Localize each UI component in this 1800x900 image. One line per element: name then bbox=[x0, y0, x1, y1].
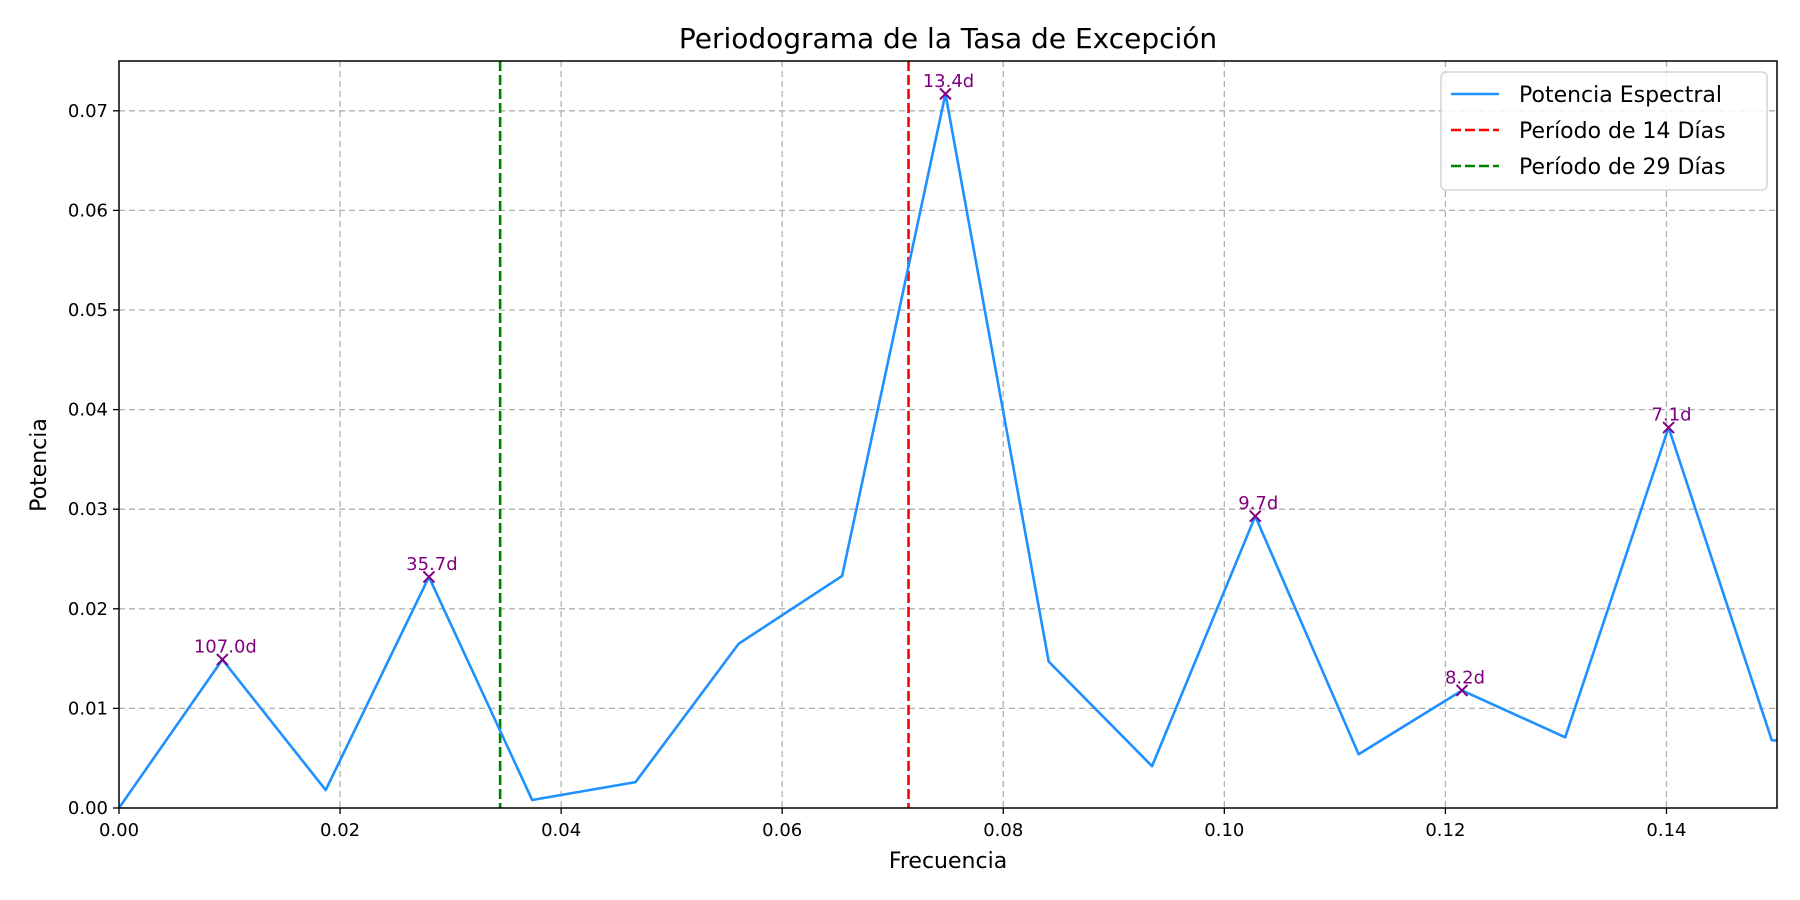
legend-label: Período de 14 Días bbox=[1519, 119, 1726, 144]
peak-label: 13.4d bbox=[923, 71, 975, 92]
peak-label: 8.2d bbox=[1445, 667, 1485, 688]
y-tick-label: 0.03 bbox=[68, 499, 108, 520]
x-tick-label: 0.08 bbox=[983, 820, 1023, 841]
y-tick-label: 0.00 bbox=[68, 798, 108, 819]
y-tick-label: 0.05 bbox=[68, 300, 108, 321]
x-tick-label: 0.00 bbox=[99, 820, 139, 841]
legend-box bbox=[1440, 71, 1768, 191]
y-tick-label: 0.02 bbox=[68, 599, 108, 620]
peak-marker bbox=[1662, 421, 1675, 434]
peak-marker bbox=[1455, 684, 1469, 697]
peak-label: 107.0d bbox=[194, 637, 257, 658]
plot-frame bbox=[118, 60, 1778, 809]
peak-label: 35.7d bbox=[406, 554, 458, 575]
y-axis-title: Potencia bbox=[27, 418, 52, 512]
peak-markers: 107.0d 35.7d 13.4d 9.7d 8.2d 7.1d bbox=[194, 71, 1692, 697]
y-tick-label: 0.01 bbox=[68, 698, 108, 719]
x-tick-label: 0.12 bbox=[1425, 820, 1465, 841]
y-tick-label: 0.07 bbox=[68, 101, 108, 122]
x-tick-label: 0.04 bbox=[541, 820, 581, 841]
series-line-1 bbox=[119, 92, 1777, 808]
x-axis-title: Frecuencia bbox=[889, 849, 1007, 874]
peak-marker bbox=[216, 653, 229, 666]
reference-lines bbox=[498, 61, 910, 808]
tick-layer: 0.00 0.02 0.04 0.06 0.08 0.10 0.12 0.14 0.00 0.01… bbox=[68, 101, 1687, 841]
peak-label: 9.7d bbox=[1238, 493, 1278, 514]
legend: Potencia Espectral Período de 14 Días Perí… bbox=[1440, 71, 1768, 191]
chart-title: Periodograma de la Tasa de Excepción bbox=[679, 22, 1217, 55]
peak-marker bbox=[939, 87, 952, 101]
peak-marker bbox=[1249, 509, 1262, 523]
x-tick-label: 0.06 bbox=[762, 820, 802, 841]
x-tick-label: 0.10 bbox=[1204, 820, 1244, 841]
legend-label: Potencia Espectral bbox=[1519, 83, 1722, 108]
y-tick-label: 0.04 bbox=[68, 400, 108, 421]
peak-marker bbox=[422, 570, 436, 584]
series-layer bbox=[119, 92, 1777, 808]
x-tick-label: 0.14 bbox=[1646, 820, 1686, 841]
x-tick-label: 0.02 bbox=[320, 820, 360, 841]
peak-label: 7.1d bbox=[1652, 405, 1692, 426]
legend-label: Período de 29 Días bbox=[1519, 155, 1726, 180]
y-tick-label: 0.06 bbox=[68, 200, 108, 221]
